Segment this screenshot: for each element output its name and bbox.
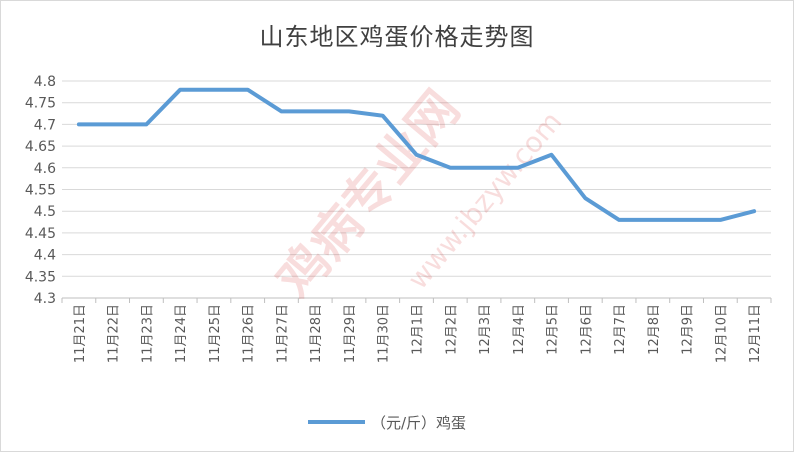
y-axis-ticks: 4.8 4.75 4.7 4.65 4.6 4.55 4.5 4.45 4.4 4.35 4.3 xyxy=(25,74,56,307)
x-tick-label: 11月22日 xyxy=(107,304,122,363)
y-tick-label: 4.4 xyxy=(34,248,56,264)
x-tick-label: 11月30日 xyxy=(377,304,392,363)
y-tick-label: 4.75 xyxy=(25,96,56,112)
y-tick-label: 4.8 xyxy=(34,74,56,90)
y-tick-label: 4.6 xyxy=(34,161,56,177)
x-tick-label: 12月1日 xyxy=(411,304,426,355)
x-tick-label: 12月10日 xyxy=(714,304,729,363)
x-tick-label: 11月27日 xyxy=(275,304,290,363)
x-tick-label: 12月8日 xyxy=(647,304,662,355)
series-layer xyxy=(76,87,757,222)
y-tick-label: 4.3 xyxy=(34,291,56,307)
x-tick-label: 12月6日 xyxy=(579,304,594,355)
x-tick-label: 11月21日 xyxy=(73,304,88,363)
x-tick-label: 11月23日 xyxy=(140,304,155,363)
y-tick-label: 4.55 xyxy=(25,183,56,199)
x-axis xyxy=(61,297,772,303)
series-line xyxy=(76,87,757,222)
x-tick-label: 11月29日 xyxy=(343,304,358,363)
x-tick-label: 11月24日 xyxy=(174,304,189,363)
x-tick-label: 11月26日 xyxy=(242,304,257,363)
x-tick-label: 12月7日 xyxy=(613,304,628,355)
y-tick-label: 4.5 xyxy=(34,204,56,220)
x-tick-label: 11月25日 xyxy=(208,304,223,363)
legend: （元/斤）鸡蛋 xyxy=(308,414,466,432)
x-tick-label: 12月11日 xyxy=(748,304,763,363)
x-axis-ticks: 11月21日 11月22日 11月23日 11月24日 11月25日 11月26日 11月2… xyxy=(73,304,763,363)
x-tick-label: 11月28日 xyxy=(309,304,324,363)
x-tick-label: 12月2日 xyxy=(444,304,459,355)
watermark: 鸡病专业网 www.jbzyw.com xyxy=(266,80,569,309)
chart-title: 山东地区鸡蛋价格走势图 xyxy=(259,23,535,51)
x-tick-label: 12月3日 xyxy=(478,304,493,355)
y-tick-label: 4.45 xyxy=(25,226,56,242)
y-tick-label: 4.7 xyxy=(34,117,56,133)
y-tick-label: 4.65 xyxy=(25,139,56,155)
x-tick-label: 12月4日 xyxy=(512,304,527,355)
legend-label: （元/斤）鸡蛋 xyxy=(371,414,466,432)
x-tick-label: 12月9日 xyxy=(681,304,696,355)
x-tick-label: 12月5日 xyxy=(546,304,561,355)
y-tick-label: 4.35 xyxy=(25,269,56,285)
